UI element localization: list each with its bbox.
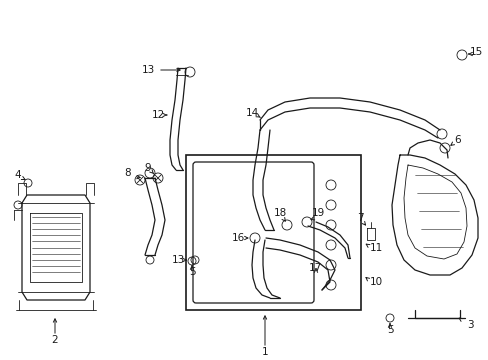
Text: 5: 5 xyxy=(188,267,195,277)
Text: 8: 8 xyxy=(124,168,131,178)
Text: 1: 1 xyxy=(261,347,268,357)
Text: 10: 10 xyxy=(368,277,382,287)
Text: 19: 19 xyxy=(311,208,324,218)
Text: 12: 12 xyxy=(151,110,164,120)
Text: 2: 2 xyxy=(52,335,58,345)
Text: 9: 9 xyxy=(144,163,151,173)
Text: 3: 3 xyxy=(466,320,472,330)
Text: 6: 6 xyxy=(454,135,460,145)
Text: 14: 14 xyxy=(245,108,258,118)
Text: 15: 15 xyxy=(468,47,482,57)
Text: 4: 4 xyxy=(15,170,21,180)
Text: 16: 16 xyxy=(231,233,244,243)
Text: 5: 5 xyxy=(386,325,392,335)
Text: 13: 13 xyxy=(141,65,154,75)
Text: 7: 7 xyxy=(356,213,363,223)
Text: 11: 11 xyxy=(368,243,382,253)
Text: 17: 17 xyxy=(308,263,321,273)
Text: 13: 13 xyxy=(171,255,184,265)
Text: 18: 18 xyxy=(273,208,286,218)
Bar xyxy=(185,155,360,310)
